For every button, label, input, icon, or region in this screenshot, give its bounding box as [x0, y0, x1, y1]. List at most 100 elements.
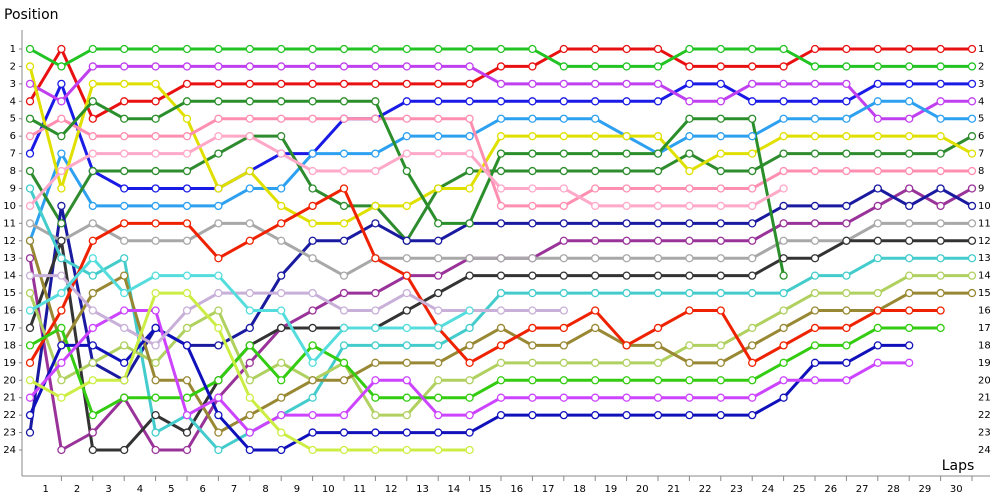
lap-marker — [779, 376, 788, 385]
lap-marker — [214, 44, 223, 54]
lap-marker — [779, 62, 788, 71]
lap-marker — [936, 184, 945, 193]
lap-marker — [905, 62, 914, 71]
lap-marker — [873, 254, 882, 263]
lap-marker — [653, 149, 663, 158]
lap-marker — [653, 271, 663, 280]
lap-marker — [371, 114, 380, 123]
lap-marker — [465, 376, 474, 385]
lap-marker — [371, 201, 380, 211]
lap-marker — [528, 132, 537, 141]
lap-marker — [402, 393, 411, 402]
lap-marker — [465, 79, 474, 89]
lap-marker — [685, 219, 694, 228]
y-tick-label-right: 18 — [978, 340, 991, 351]
lap-marker — [936, 323, 945, 333]
lap-marker — [873, 166, 882, 176]
lap-marker — [528, 149, 537, 158]
lap-marker — [496, 341, 506, 350]
lap-marker — [277, 271, 286, 280]
y-tick-label-right: 11 — [978, 218, 991, 229]
lap-marker — [465, 219, 474, 228]
lap-marker — [622, 149, 631, 158]
lap-marker — [559, 44, 568, 54]
y-tick-label: 3 — [10, 79, 16, 90]
lap-marker — [245, 62, 254, 71]
lap-marker — [182, 271, 192, 280]
lap-marker — [591, 376, 600, 385]
lap-marker — [151, 376, 160, 385]
lap-marker — [905, 44, 914, 54]
lap-marker — [88, 254, 97, 263]
lap-marker — [402, 271, 411, 280]
lap-marker — [434, 428, 443, 437]
lap-marker — [434, 62, 443, 71]
y-tick-label-right: 20 — [978, 375, 991, 386]
lap-marker — [591, 201, 600, 211]
lap-marker — [339, 79, 349, 89]
lap-marker — [716, 44, 725, 54]
lap-marker — [873, 132, 882, 141]
lap-marker — [214, 254, 223, 263]
lap-marker — [465, 323, 474, 333]
lap-marker — [182, 445, 192, 455]
lap-marker — [434, 306, 443, 315]
lap-marker — [685, 114, 694, 123]
lap-marker — [842, 341, 851, 350]
lap-marker — [842, 132, 851, 141]
lap-marker — [528, 358, 537, 367]
lap-marker — [308, 149, 317, 158]
lap-marker — [371, 358, 380, 367]
lap-marker — [308, 166, 317, 176]
lap-marker — [434, 376, 443, 385]
lap-marker — [591, 393, 600, 402]
lap-marker — [716, 236, 725, 245]
lap-marker — [402, 132, 411, 141]
lap-marker — [716, 184, 725, 193]
lap-marker — [25, 44, 35, 54]
lap-marker — [245, 79, 254, 89]
lap-marker — [528, 271, 537, 280]
lap-marker — [308, 410, 317, 420]
x-tick-label: 2 — [74, 484, 80, 495]
lap-marker — [622, 79, 631, 89]
lap-marker — [57, 376, 66, 385]
lap-marker — [88, 132, 97, 141]
y-tick-label: 21 — [3, 393, 16, 404]
lap-marker — [842, 62, 851, 71]
lap-marker — [182, 219, 192, 228]
lap-marker — [528, 306, 537, 315]
lap-marker — [559, 306, 568, 315]
x-tick-label: 5 — [168, 484, 174, 495]
lap-marker — [685, 132, 694, 141]
lap-marker — [591, 166, 600, 176]
lap-marker — [716, 79, 725, 89]
lap-marker — [559, 393, 568, 402]
lap-marker — [245, 428, 254, 437]
lap-marker — [402, 288, 411, 298]
x-axis-title: Laps — [942, 458, 975, 474]
lap-marker — [434, 288, 443, 298]
lap-marker — [716, 410, 725, 420]
lap-marker — [214, 201, 223, 211]
y-tick-label-right: 14 — [978, 271, 991, 282]
lap-marker — [622, 358, 631, 367]
lap-marker — [779, 393, 788, 402]
lap-marker — [810, 288, 820, 298]
lap-marker — [182, 376, 192, 385]
lap-marker — [748, 393, 757, 402]
lap-marker — [151, 306, 160, 315]
y-tick-label-right: 3 — [978, 79, 984, 90]
lap-marker — [339, 341, 349, 350]
y-tick-label: 20 — [3, 375, 16, 386]
lap-marker — [810, 149, 820, 158]
lap-marker — [88, 201, 97, 211]
lap-marker — [528, 341, 537, 350]
lap-marker — [622, 341, 631, 350]
lap-marker — [371, 166, 380, 176]
lap-marker — [402, 306, 411, 315]
lap-marker — [559, 149, 568, 158]
lap-marker — [434, 132, 443, 141]
lap-marker — [434, 44, 443, 54]
lap-marker — [214, 97, 223, 106]
